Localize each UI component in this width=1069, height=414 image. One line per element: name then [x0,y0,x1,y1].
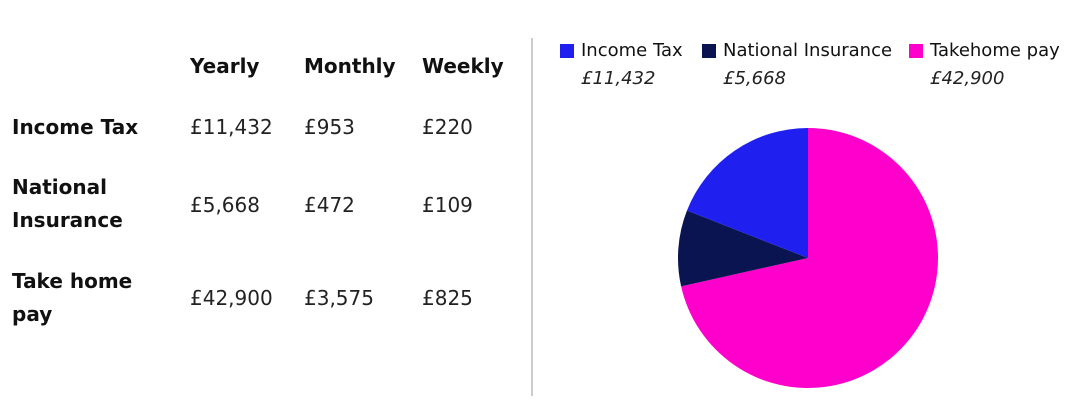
legend-label: Income Tax [581,40,683,61]
cell: £472 [304,193,355,217]
row-label-take-home-pay: Take home pay [12,269,133,326]
cell: £11,432 [190,115,273,139]
cell: £953 [304,115,355,139]
legend-item: National Insurance [702,40,892,61]
legend-item: Income Tax [560,40,683,61]
legend-value: £42,900 [930,68,1005,89]
legend-label: Takehome pay [930,40,1060,61]
divider [531,38,533,396]
pie-slice-takehome-pay [681,128,938,389]
row-label-income-tax: Income Tax [12,115,139,139]
pie-slice-income-tax [686,127,808,258]
cell: £3,575 [304,286,374,310]
legend-swatch [560,43,574,58]
cell: £220 [422,115,473,139]
cell: £825 [422,286,473,310]
legend-value: £5,668 [723,68,786,89]
cell: £42,900 [190,286,273,310]
row-label-national-insurance: National Insurance [12,175,123,232]
column-header-yearly: Yearly [190,54,260,78]
cell: £109 [422,193,473,217]
legend-swatch [702,43,716,58]
column-header-weekly: Weekly [422,54,504,78]
legend-value: £11,432 [581,68,656,89]
legend-swatch [909,43,923,58]
column-header-monthly: Monthly [304,54,396,78]
legend-item: Takehome pay [909,40,1060,61]
pie-slice-national-insurance [677,210,808,287]
cell: £5,668 [190,193,260,217]
legend-label: National Insurance [723,40,893,61]
